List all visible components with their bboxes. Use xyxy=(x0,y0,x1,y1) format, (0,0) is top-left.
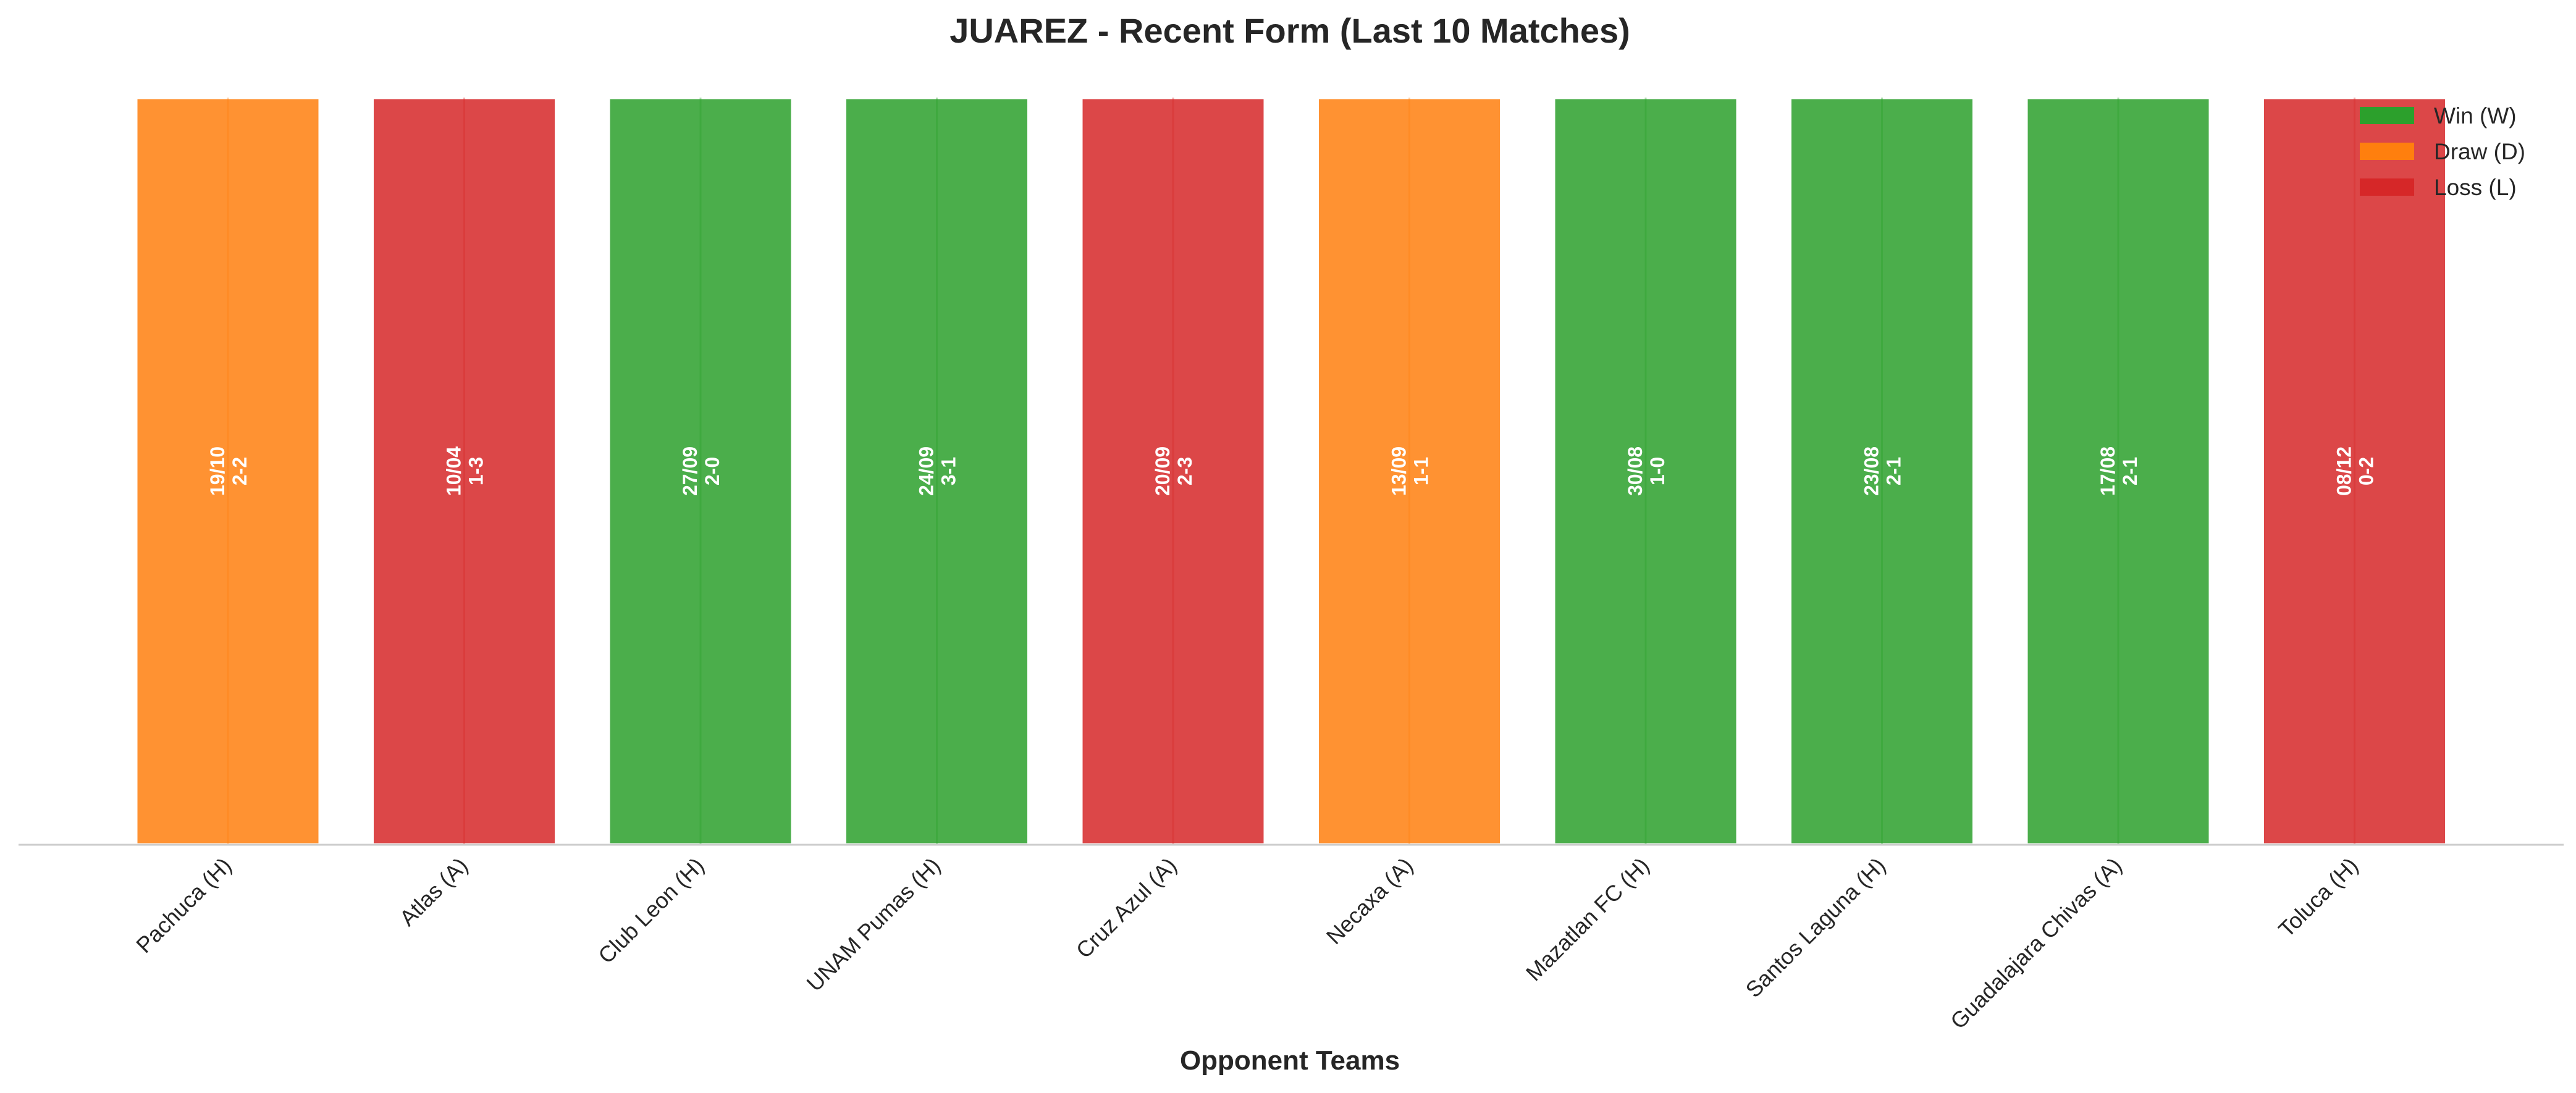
bar-date: 30/08 xyxy=(1624,446,1646,496)
bar-label: 10/041-3 xyxy=(443,446,487,496)
bar-date: 20/09 xyxy=(1151,446,1174,496)
legend-label: Win (W) xyxy=(2434,103,2517,128)
bar xyxy=(607,96,794,847)
x-axis-label: Opponent Teams xyxy=(1180,1045,1400,1076)
bar-label: 30/081-0 xyxy=(1624,446,1669,496)
bar-date: 27/09 xyxy=(679,446,701,496)
bar-label: 08/120-2 xyxy=(2333,446,2378,496)
chart-title: JUAREZ - Recent Form (Last 10 Matches) xyxy=(949,11,1630,50)
legend: Win (W) Draw (D) Loss (L) xyxy=(2360,103,2525,200)
bar xyxy=(1552,96,1740,847)
bar-label: 20/092-3 xyxy=(1151,446,1196,496)
bar-label-text: 20/092-3 xyxy=(1151,446,1196,496)
bar-label-text: 19/102-2 xyxy=(206,446,251,496)
bar-label: 27/092-0 xyxy=(679,446,723,496)
bar-label-text: 08/120-2 xyxy=(2333,446,2378,496)
bar-label-text: 30/081-0 xyxy=(1624,446,1669,496)
bar xyxy=(1316,96,1503,847)
bar-score: 2-2 xyxy=(229,457,251,485)
legend-swatch xyxy=(2360,143,2414,160)
legend-label: Draw (D) xyxy=(2434,139,2525,164)
bar-label-text: 10/041-3 xyxy=(443,446,487,496)
bar-label-text: 17/082-1 xyxy=(2097,446,2141,496)
bar-score: 1-0 xyxy=(1646,457,1669,485)
bars-layer: 19/102-2 10/041-3 27/092-0 24/093-1 20/092-3… xyxy=(134,96,2448,847)
bar-label-text: 23/082-1 xyxy=(1861,446,1905,496)
bar-score: 2-3 xyxy=(1174,457,1196,485)
bar-date: 17/08 xyxy=(2097,446,2119,496)
bar-date: 10/04 xyxy=(443,446,465,496)
bar xyxy=(1788,96,1976,847)
bar-score: 1-3 xyxy=(465,457,487,485)
bar-label: 24/093-1 xyxy=(915,446,960,496)
bar-date: 19/10 xyxy=(206,446,229,496)
bar-date: 13/09 xyxy=(1388,446,1410,496)
legend-swatch xyxy=(2360,107,2414,124)
bar xyxy=(1079,96,1267,847)
bar-score: 2-1 xyxy=(2119,457,2141,485)
bar-score: 0-2 xyxy=(2355,457,2378,485)
bar-label-text: 24/093-1 xyxy=(915,446,960,496)
bar xyxy=(2024,96,2212,847)
bar-score: 2-0 xyxy=(701,457,723,485)
bar-score: 1-1 xyxy=(1410,457,1433,485)
bar xyxy=(843,96,1030,847)
bar xyxy=(2261,96,2448,847)
legend-swatch xyxy=(2360,178,2414,196)
bar-score: 3-1 xyxy=(938,457,960,485)
bar-label: 19/102-2 xyxy=(206,446,251,496)
bar-label-text: 27/092-0 xyxy=(679,446,723,496)
bar-date: 23/08 xyxy=(1861,446,1883,496)
bar-date: 24/09 xyxy=(915,446,938,496)
bar-label: 13/091-1 xyxy=(1388,446,1433,496)
bar-date: 08/12 xyxy=(2333,446,2355,496)
bar xyxy=(134,96,322,847)
bar-label: 23/082-1 xyxy=(1861,446,1905,496)
bar xyxy=(371,96,558,847)
legend-label: Loss (L) xyxy=(2434,175,2517,200)
bar-label: 17/082-1 xyxy=(2097,446,2141,496)
bar-score: 2-1 xyxy=(1883,457,1905,485)
bar-label-text: 13/091-1 xyxy=(1388,446,1433,496)
